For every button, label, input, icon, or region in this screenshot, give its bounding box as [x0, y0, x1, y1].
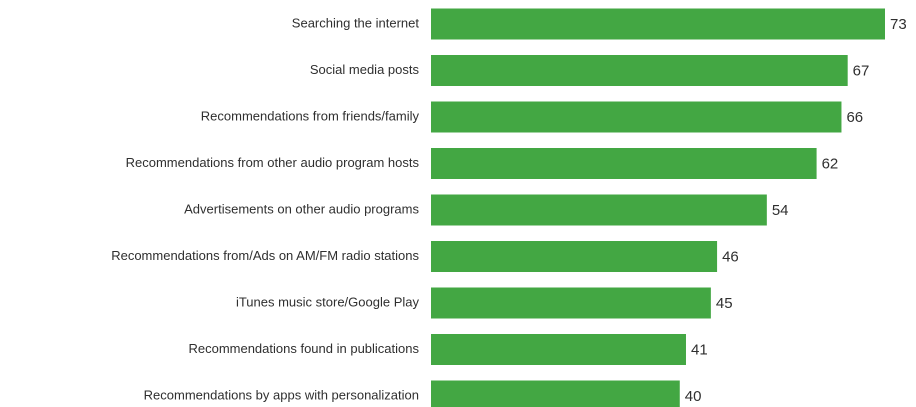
value-label: 45 [716, 295, 733, 312]
value-label: 40 [685, 388, 702, 405]
bar [431, 334, 686, 365]
bar [431, 101, 842, 133]
value-label: 67 [853, 62, 870, 79]
value-label: 73 [890, 16, 907, 33]
bar [431, 194, 767, 226]
bar [431, 55, 848, 86]
bar [431, 380, 680, 407]
value-label: 46 [722, 248, 739, 265]
category-label: Searching the internet [292, 15, 420, 30]
bar [431, 287, 711, 319]
bar [431, 8, 885, 40]
value-labels: 73 67 66 62 54 46 45 41 40 [685, 16, 907, 405]
bar [431, 241, 718, 272]
category-label: Recommendations found in publications [188, 341, 419, 356]
category-label: Recommendations from/Ads on AM/FM radio … [111, 248, 419, 263]
category-label: Recommendations from other audio program… [126, 155, 420, 170]
category-labels: Searching the internet Social media posts… [111, 15, 419, 402]
value-label: 41 [691, 341, 708, 358]
category-label: Social media posts [310, 62, 420, 77]
value-label: 66 [846, 109, 863, 126]
bars [431, 8, 885, 407]
value-label: 54 [772, 202, 789, 219]
category-label: Recommendations by apps with personaliza… [144, 387, 419, 402]
value-label: 62 [822, 155, 839, 172]
category-label: iTunes music store/Google Play [236, 294, 420, 309]
category-label: Advertisements on other audio programs [184, 201, 419, 216]
bar [431, 148, 817, 179]
category-label: Recommendations from friends/family [201, 108, 420, 123]
